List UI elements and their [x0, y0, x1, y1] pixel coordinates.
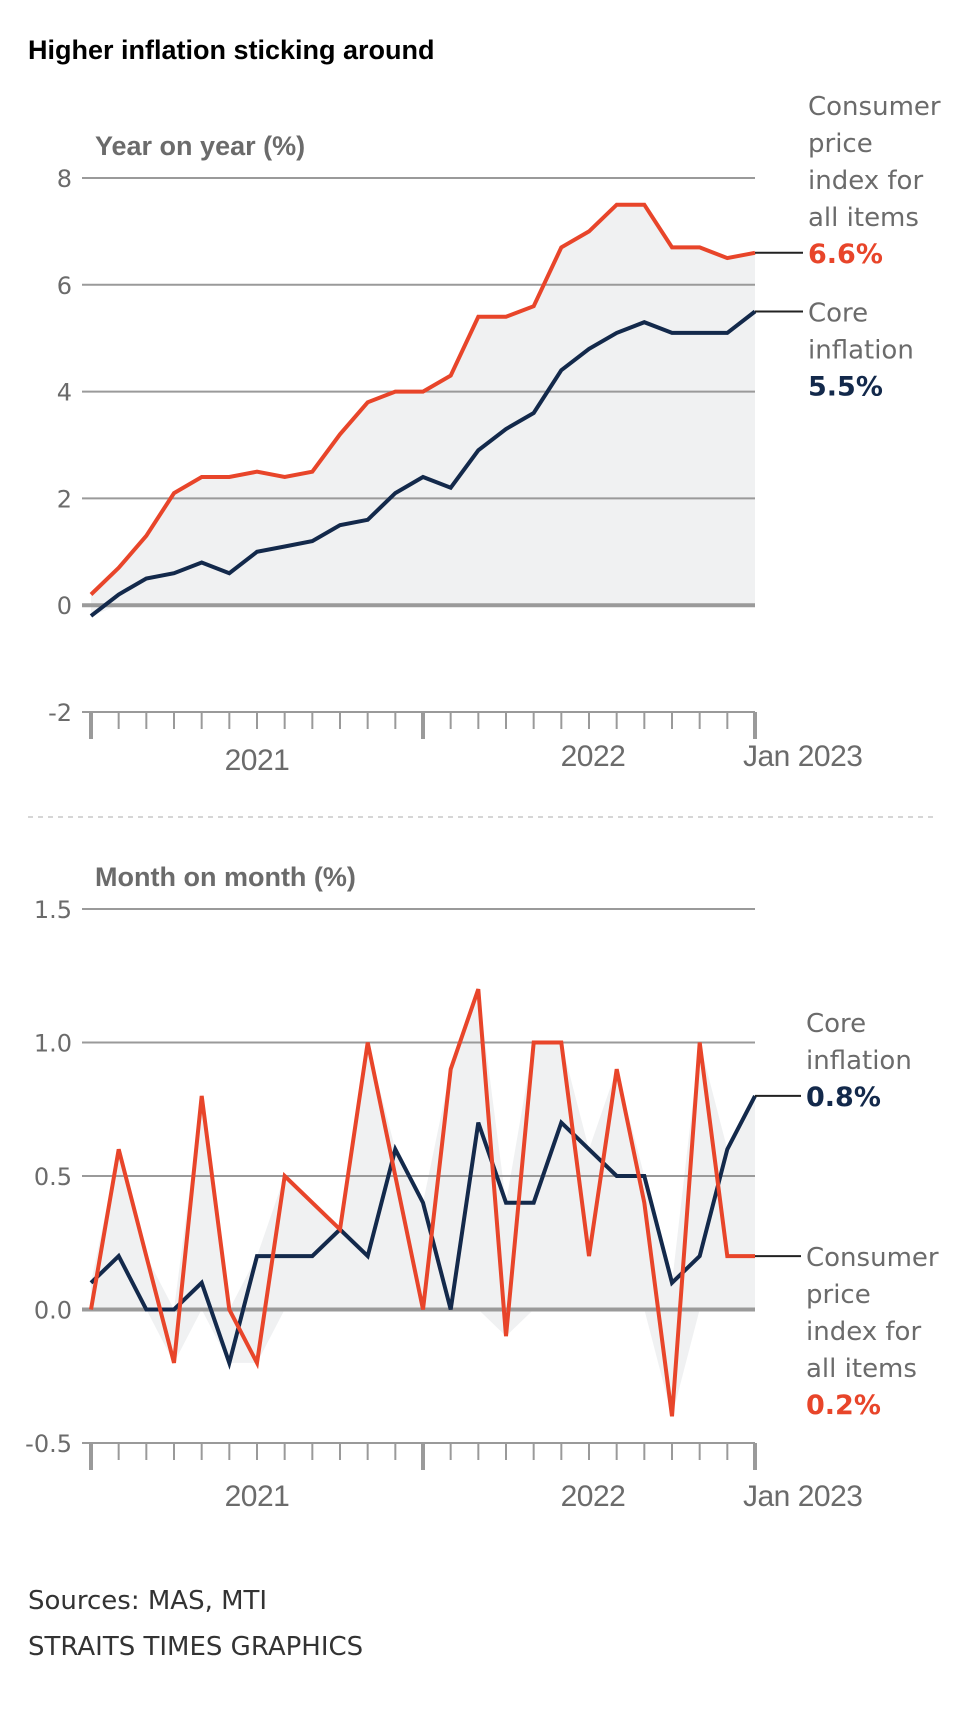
core-legend-label: inflation — [808, 336, 914, 366]
shaded-band — [91, 204, 755, 616]
cpi-legend-label: index for — [806, 1317, 921, 1347]
cpi-legend-label: price — [806, 1280, 871, 1310]
y-tick-label: 8 — [57, 165, 72, 193]
y-tick-label: 1.5 — [34, 896, 72, 924]
panel-title-mom: Month on month (%) — [95, 862, 356, 892]
core-legend-label: Core — [806, 1009, 866, 1039]
core-series-line — [89, 309, 757, 618]
month-on-month-panel: Month on month (%) 1.5 1.0 0.5 0.0 -0.5 2021 2… — [25, 862, 939, 1513]
y-tick-label: -0.5 — [25, 1430, 72, 1458]
cpi-end-value: 0.2% — [806, 1390, 881, 1421]
x-tick-label: 2022 — [561, 1480, 626, 1513]
cpi-legend-label: all items — [806, 1354, 917, 1384]
y-tick-label: 0.0 — [34, 1297, 72, 1325]
x-tick-label: 2021 — [225, 744, 290, 777]
sources-note: Sources: MAS, MTI — [28, 1586, 267, 1616]
cpi-legend-label: Consumer — [806, 1243, 939, 1273]
y-tick-label: 4 — [57, 379, 72, 407]
core-end-value: 5.5% — [808, 372, 883, 403]
x-tick-label: 2022 — [561, 740, 626, 773]
y-tick-label: 1.0 — [34, 1030, 72, 1058]
year-on-year-panel: Year on year (%) 8 6 4 2 0 -2 2021 2022 Jan 2023… — [48, 92, 941, 777]
cpi-legend-label: index for — [808, 166, 923, 196]
x-tick-label: 2021 — [225, 1480, 290, 1513]
y-tick-label: 0.5 — [34, 1163, 72, 1191]
cpi-legend-label: Consumer — [808, 92, 941, 122]
cpi-legend-label: all items — [808, 203, 919, 233]
y-tick-label: -2 — [48, 699, 72, 727]
cpi-legend-label: price — [808, 129, 873, 159]
y-tick-label: 0 — [57, 592, 72, 620]
chart-title: Higher inflation sticking around — [28, 35, 435, 65]
x-tick-label: Jan 2023 — [743, 740, 862, 773]
core-end-value: 0.8% — [806, 1082, 881, 1113]
y-tick-label: 6 — [57, 272, 72, 300]
cpi-end-value: 6.6% — [808, 239, 883, 270]
credit-note: STRAITS TIMES GRAPHICS — [28, 1632, 363, 1662]
x-tick-label: Jan 2023 — [743, 1480, 862, 1513]
core-legend-label: inflation — [806, 1046, 912, 1076]
panel-title-yoy: Year on year (%) — [95, 131, 305, 161]
core-legend-label: Core — [808, 299, 868, 329]
y-tick-label: 2 — [57, 485, 72, 513]
